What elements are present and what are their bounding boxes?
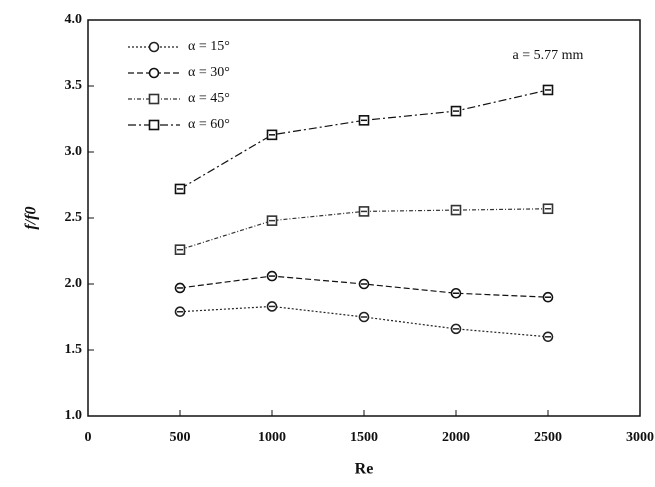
x-tick-label: 2500 — [534, 430, 562, 445]
legend-marker — [148, 67, 160, 79]
x-tick-label: 3000 — [626, 430, 654, 445]
legend-label: α = 45° — [188, 91, 230, 106]
x-tick-label: 1000 — [258, 430, 286, 445]
x-tick-label: 500 — [170, 430, 191, 445]
legend-label: α = 60° — [188, 117, 230, 132]
y-tick-label: 3.5 — [65, 78, 83, 93]
annotation: a = 5.77 mm — [513, 48, 584, 63]
x-tick-label: 1500 — [350, 430, 378, 445]
y-tick-label: 1.0 — [65, 408, 83, 423]
legend-marker — [148, 93, 160, 105]
series-line — [179, 208, 549, 251]
y-tick-label: 4.0 — [65, 12, 83, 27]
x-axis-label: Re — [355, 461, 374, 478]
y-tick-label: 1.5 — [65, 342, 83, 357]
x-tick-label: 0 — [85, 430, 92, 445]
y-axis-label: f/f0 — [23, 206, 40, 229]
y-tick-label: 2.0 — [65, 276, 83, 291]
x-tick-label: 2000 — [442, 430, 470, 445]
legend-marker — [148, 119, 160, 131]
y-tick-label: 3.0 — [65, 144, 83, 159]
legend-label: α = 30° — [188, 65, 230, 80]
legend-label: α = 15° — [188, 39, 230, 54]
legend-marker — [148, 41, 160, 53]
y-tick-label: 2.5 — [65, 210, 83, 225]
